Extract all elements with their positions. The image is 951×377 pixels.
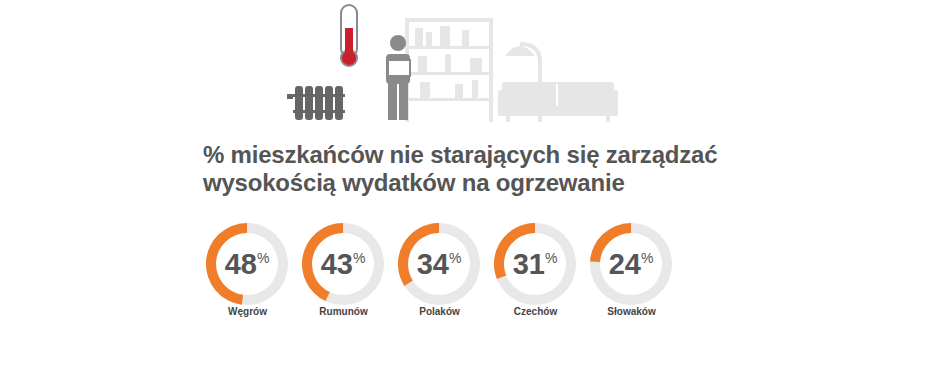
svg-text:43%: 43% bbox=[321, 248, 366, 280]
svg-text:48%: 48% bbox=[225, 248, 270, 280]
svg-text:Polaków: Polaków bbox=[419, 306, 460, 317]
svg-text:Słowaków: Słowaków bbox=[607, 306, 656, 317]
svg-text:31%: 31% bbox=[513, 248, 558, 280]
svg-text:Rumunów: Rumunów bbox=[319, 306, 368, 317]
html-text:% mieszkańców nie starających: % mieszkańców nie starających się zarząd… bbox=[203, 141, 718, 196]
svg-text:Węgrów: Węgrów bbox=[228, 306, 267, 317]
svg-text:24%: 24% bbox=[609, 248, 654, 280]
svg-text:Czechów: Czechów bbox=[514, 306, 558, 317]
svg-text:34%: 34% bbox=[417, 248, 462, 280]
